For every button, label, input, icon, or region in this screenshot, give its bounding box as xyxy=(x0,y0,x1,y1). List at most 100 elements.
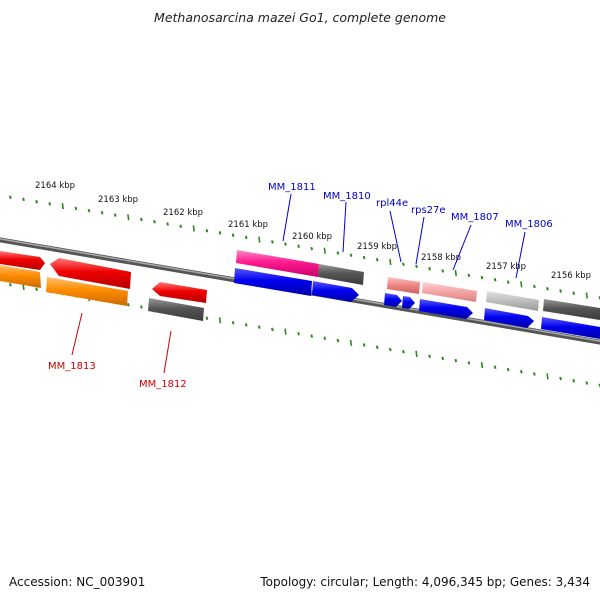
minor-tick xyxy=(126,303,130,307)
minor-tick xyxy=(388,347,392,352)
minor-tick xyxy=(336,251,340,255)
gene-arrow-reverse[interactable] xyxy=(152,282,207,303)
genome-summary-text: Topology: circular; Length: 4,096,345 bp… xyxy=(260,575,590,589)
gene-arrow-forward[interactable] xyxy=(484,308,534,328)
gene-label-forward[interactable]: MM_1811 xyxy=(268,182,316,193)
minor-tick xyxy=(153,220,156,224)
kbp-label: 2162 kbp xyxy=(163,208,203,218)
minor-tick xyxy=(310,334,314,338)
kbp-label: 2159 kbp xyxy=(357,242,397,252)
minor-tick xyxy=(506,280,510,284)
gene-features xyxy=(0,250,600,339)
minor-tick xyxy=(402,349,405,354)
major-tick xyxy=(61,202,64,210)
kbp-label: 2157 kbp xyxy=(486,262,526,272)
minor-tick xyxy=(415,264,418,269)
minor-tick xyxy=(349,253,353,258)
major-tick xyxy=(389,258,392,266)
gene-arrow-forward[interactable] xyxy=(543,299,600,320)
gene-arrow-forward[interactable] xyxy=(318,264,364,285)
leader-line xyxy=(452,224,472,271)
minor-tick xyxy=(140,305,143,309)
leader-line xyxy=(389,210,402,263)
gene-label-reverse[interactable]: MM_1812 xyxy=(139,379,187,390)
minor-tick xyxy=(323,336,327,341)
major-tick xyxy=(218,317,222,324)
minor-tick xyxy=(519,370,523,374)
minor-tick xyxy=(533,372,536,376)
major-tick xyxy=(284,328,287,335)
gene-arrow-forward[interactable] xyxy=(234,268,312,296)
gene-arrow-reverse[interactable] xyxy=(0,251,45,270)
gene-label-forward[interactable]: rps27e xyxy=(411,205,446,216)
accession-text: Accession: NC_003901 xyxy=(9,575,146,589)
minor-tick xyxy=(428,354,431,358)
minor-tick xyxy=(297,332,300,336)
leader-line xyxy=(415,216,425,265)
gene-arrow-reverse[interactable] xyxy=(0,265,41,288)
major-tick xyxy=(323,247,326,254)
minor-tick xyxy=(362,255,366,260)
minor-tick xyxy=(493,365,497,370)
gene-arrow-forward[interactable] xyxy=(486,291,539,311)
gene-arrow-forward[interactable] xyxy=(541,317,600,339)
minor-tick xyxy=(257,325,261,329)
minor-tick xyxy=(231,233,235,237)
gene-label-forward[interactable]: MM_1807 xyxy=(451,212,499,223)
gene-arrow-forward[interactable] xyxy=(419,299,473,319)
minor-tick xyxy=(375,257,379,262)
minor-tick xyxy=(467,273,471,278)
minor-tick xyxy=(9,282,12,287)
gene-label-reverse[interactable]: MM_1813 xyxy=(48,361,96,372)
gene-arrow-reverse[interactable] xyxy=(46,277,128,306)
major-tick xyxy=(192,225,195,232)
gene-label-forward[interactable]: MM_1810 xyxy=(323,191,371,202)
major-tick xyxy=(454,269,457,277)
minor-tick xyxy=(506,367,510,372)
minor-tick xyxy=(441,356,445,361)
major-tick xyxy=(480,361,484,369)
minor-tick xyxy=(546,287,549,291)
gene-arrow-forward[interactable] xyxy=(402,296,415,309)
minor-tick xyxy=(336,338,340,343)
gene-arrow-reverse[interactable] xyxy=(50,258,131,289)
minor-tick xyxy=(271,327,274,332)
minor-tick xyxy=(428,266,431,271)
gene-arrow-forward[interactable] xyxy=(384,293,402,307)
gene-arrow-forward[interactable] xyxy=(312,281,359,302)
kbp-label: 2161 kbp xyxy=(228,220,268,230)
minor-tick xyxy=(22,197,25,202)
gene-arrow-forward[interactable] xyxy=(422,282,477,302)
leader-line xyxy=(515,231,526,279)
minor-tick xyxy=(166,222,169,226)
minor-tick xyxy=(559,376,562,381)
gene-label-forward[interactable]: rpl44e xyxy=(376,198,408,209)
minor-tick xyxy=(310,246,314,251)
minor-tick xyxy=(205,316,209,320)
major-tick xyxy=(585,292,588,299)
gene-label-forward[interactable]: MM_1806 xyxy=(505,219,553,230)
kbp-label: 2158 kbp xyxy=(421,253,461,263)
gene-arrow-forward[interactable] xyxy=(387,277,420,294)
minor-tick xyxy=(572,378,576,383)
minor-tick xyxy=(284,242,287,246)
gene-arrow-reverse[interactable] xyxy=(148,298,204,321)
gene-arrow-forward[interactable] xyxy=(236,250,319,277)
minor-tick xyxy=(231,320,235,325)
minor-tick xyxy=(454,358,458,363)
major-tick xyxy=(415,350,418,358)
minor-tick xyxy=(271,240,274,244)
scale-ticks-upper xyxy=(9,195,600,300)
kbp-label: 2163 kbp xyxy=(98,195,138,205)
minor-tick xyxy=(48,202,52,206)
minor-tick xyxy=(140,217,143,222)
minor-tick xyxy=(297,244,300,249)
minor-tick xyxy=(113,213,117,217)
minor-tick xyxy=(467,361,471,365)
kbp-label: 2156 kbp xyxy=(551,271,591,281)
minor-tick xyxy=(402,262,405,266)
gene-label-leaders xyxy=(71,193,526,374)
minor-tick xyxy=(100,211,104,215)
minor-tick xyxy=(585,381,589,385)
leader-line xyxy=(282,193,292,242)
